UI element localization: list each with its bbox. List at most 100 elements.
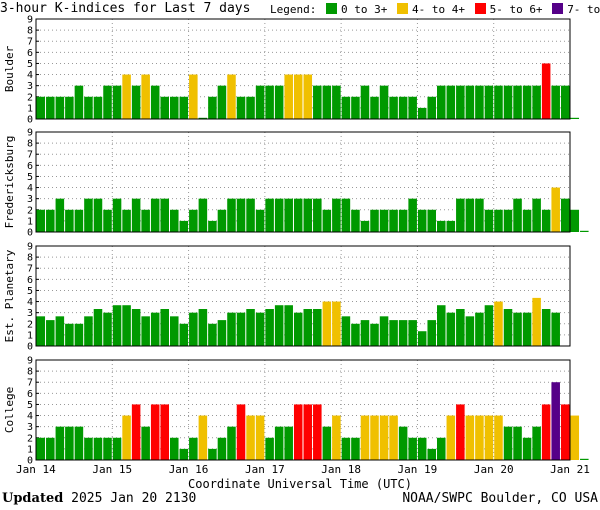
x-tick-label: Jan 17 [245, 463, 285, 476]
y-tick-label: 6 [27, 48, 33, 59]
k-index-bar [198, 309, 208, 346]
x-tick-label: Jan 21 [550, 463, 590, 476]
k-index-bar [370, 415, 379, 460]
k-index-bar [370, 96, 379, 119]
k-index-bar [427, 209, 436, 232]
legend-label: Legend: [270, 3, 317, 16]
k-index-bar [55, 198, 65, 232]
k-index-bar [313, 198, 322, 232]
k-index-bar [532, 85, 541, 119]
y-tick-label: 3 [27, 81, 33, 92]
k-index-bar [408, 96, 417, 119]
panel-border [35, 18, 571, 120]
y-tick-label: 0 [27, 456, 33, 467]
k-index-bar [484, 209, 494, 232]
k-index-bar [379, 316, 389, 346]
k-index-bar [389, 96, 398, 119]
y-tick-label: 0 [27, 115, 33, 126]
k-index-bar [198, 415, 208, 460]
y-tick-label: 1 [27, 330, 33, 341]
y-tick-label: 8 [27, 367, 33, 378]
k-index-bar [246, 96, 255, 119]
k-index-bar [408, 437, 417, 460]
legend-item-label: 0 to 3+ [340, 3, 388, 16]
k-index-bar [217, 320, 227, 346]
k-index-bar [570, 415, 580, 460]
k-index-bar [74, 426, 84, 460]
k-index-bar [55, 96, 65, 119]
y-tick-label: 3 [27, 422, 33, 433]
k-index-bar [150, 404, 160, 460]
panel-border [35, 131, 571, 233]
k-index-bar [217, 85, 227, 119]
k-index-bar [284, 426, 293, 460]
k-index-bar [570, 117, 580, 119]
k-index-bar [465, 85, 475, 119]
k-index-bar [255, 312, 265, 346]
k-index-bar [351, 96, 360, 119]
y-tick-label: 5 [27, 400, 33, 411]
k-index-bar [55, 316, 65, 346]
k-index-bar [417, 437, 427, 460]
k-index-bar [284, 74, 293, 119]
k-index-bar [103, 312, 112, 346]
k-index-bar [341, 198, 351, 232]
k-index-bar [236, 96, 246, 119]
k-index-bar [560, 85, 570, 119]
k-index-bar [475, 198, 484, 232]
k-index-bar [141, 426, 150, 460]
k-index-bar [274, 426, 284, 460]
k-index-bar [351, 437, 360, 460]
k-index-bar [246, 198, 255, 232]
k-index-bar [160, 96, 169, 119]
k-index-bar [65, 426, 74, 460]
k-index-bar [513, 312, 522, 346]
k-index-bar [513, 85, 522, 119]
y-tick-label: 4 [27, 411, 33, 422]
k-index-bar [484, 85, 494, 119]
k-index-bar [255, 85, 265, 119]
k-index-bar [208, 323, 217, 346]
k-index-bar [541, 209, 551, 232]
legend-item-label: 5- to 6+ [489, 3, 543, 16]
k-index-bar [570, 209, 580, 232]
k-index-bar [551, 312, 560, 346]
y-tick-label: 9 [27, 128, 33, 139]
y-tick-label: 1 [27, 216, 33, 227]
k-index-bar [398, 209, 408, 232]
y-tick-label: 0 [27, 342, 33, 353]
k-index-bar [360, 85, 370, 119]
k-index-bar [437, 85, 446, 119]
k-index-bar [475, 312, 484, 346]
k-index-bar [360, 220, 370, 232]
k-index-bar [503, 309, 513, 346]
y-tick-label: 8 [27, 253, 33, 264]
y-tick-label: 5 [27, 286, 33, 297]
k-index-bar [494, 85, 503, 119]
series-label: Est. Planetary [3, 249, 16, 342]
k-index-bar [389, 320, 398, 346]
k-index-bar [103, 209, 112, 232]
y-tick-label: 1 [27, 103, 33, 114]
k-index-bar [170, 316, 179, 346]
series-label: College [3, 387, 16, 433]
k-index-bar [494, 301, 503, 346]
k-index-bar [446, 312, 456, 346]
series-label: Fredericksburg [3, 136, 16, 229]
k-index-bar [313, 309, 322, 346]
k-index-bar [189, 209, 198, 232]
k-index-bar [274, 85, 284, 119]
k-index-bar [236, 404, 246, 460]
y-tick-label: 5 [27, 172, 33, 183]
k-index-bar [580, 230, 589, 232]
y-tick-label: 8 [27, 139, 33, 150]
k-index-bar [370, 323, 379, 346]
k-index-bar [494, 209, 503, 232]
k-index-bar [131, 198, 141, 232]
k-index-bar [389, 209, 398, 232]
y-tick-label: 7 [27, 37, 33, 48]
k-index-bar [255, 209, 265, 232]
k-index-bar [236, 198, 246, 232]
panel-border [35, 359, 571, 461]
k-index-bar [84, 437, 93, 460]
